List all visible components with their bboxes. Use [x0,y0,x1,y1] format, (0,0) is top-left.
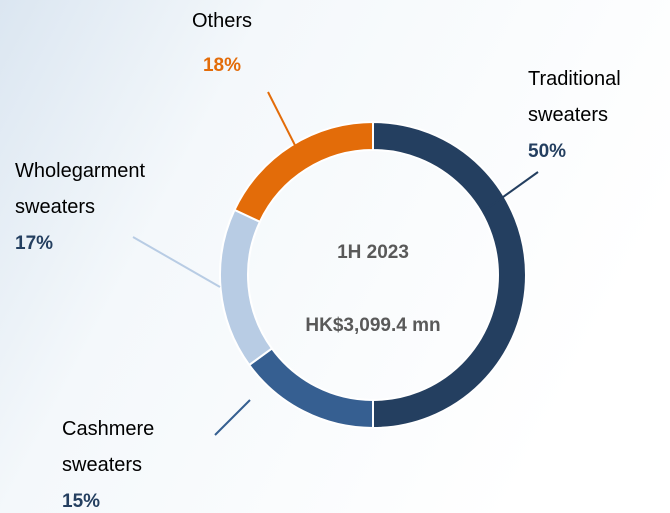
leader-line [132,236,221,288]
value-label: 15% [62,491,100,512]
center-total: HK$3,099.4 mn [305,315,440,336]
category-label: Wholegarment sweaters [15,160,146,218]
donut-segment [233,120,374,224]
value-label: 50% [528,141,566,162]
value-label: 17% [15,233,53,254]
leader-line [214,399,251,436]
leader-line [267,91,306,166]
category-label: Others [192,10,252,32]
leader-line [484,171,539,211]
value-label: 18% [203,55,241,76]
category-label: Traditional sweaters [528,68,621,126]
category-label: Cashmere sweaters [62,418,154,476]
center-period: 1H 2023 [337,242,409,263]
